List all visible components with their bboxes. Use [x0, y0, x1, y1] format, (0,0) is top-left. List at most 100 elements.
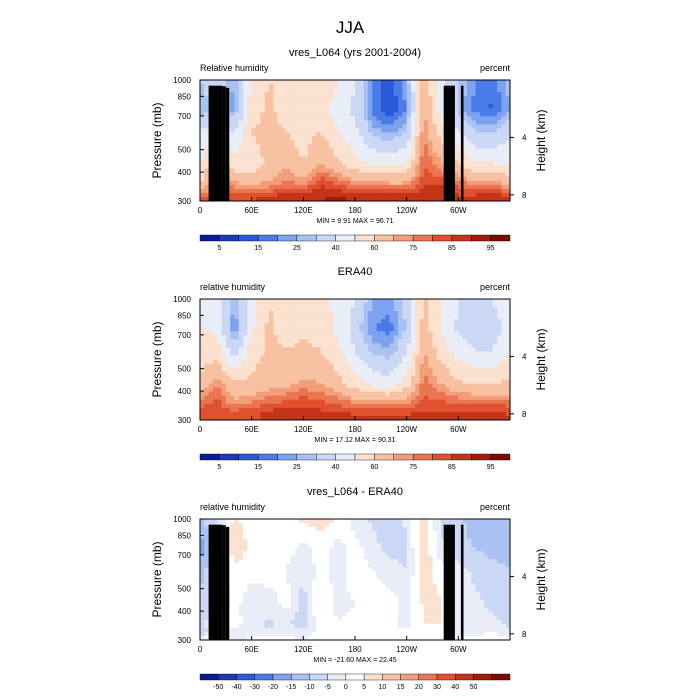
contour-cell — [324, 535, 330, 540]
contour-cell — [290, 383, 296, 389]
contour-cell — [423, 395, 429, 401]
contour-cell — [316, 152, 321, 158]
contour-cell — [445, 391, 451, 397]
contour-cell — [423, 172, 429, 178]
contour-cell — [204, 80, 210, 85]
x-tick-label: 180 — [348, 425, 362, 434]
contour-cell — [410, 323, 416, 328]
contour-cell — [363, 100, 369, 105]
contour-cell — [303, 112, 309, 117]
contour-cell — [255, 535, 261, 540]
contour-cell — [311, 379, 317, 385]
contour-cell — [238, 128, 244, 133]
contour-cell — [355, 367, 360, 372]
contour-cell — [393, 176, 399, 182]
contour-cell — [454, 415, 459, 421]
contour-cell — [200, 363, 205, 368]
contour-cell — [475, 92, 481, 97]
contour-cell — [432, 148, 438, 153]
contour-cell — [359, 168, 365, 174]
contour-cell — [342, 307, 347, 312]
contour-cell — [268, 383, 274, 389]
contour-cell — [419, 168, 425, 174]
contour-cell — [333, 84, 339, 89]
contour-cell — [376, 415, 382, 421]
contour-cell — [475, 108, 481, 113]
contour-cell — [441, 387, 446, 393]
contour-cell — [419, 399, 425, 405]
contour-cell — [355, 347, 360, 352]
contour-cell — [462, 172, 468, 178]
contour-cell — [441, 132, 446, 137]
contour-cell — [367, 172, 373, 178]
contour-cell — [277, 355, 283, 360]
contour-cell — [268, 523, 274, 528]
contour-cell — [505, 375, 511, 381]
panel-right-label: percent — [480, 282, 511, 292]
contour-cell — [281, 156, 287, 162]
contour-cell — [217, 395, 222, 401]
contour-cell — [484, 331, 489, 336]
contour-cell — [398, 395, 403, 401]
contour-cell — [277, 315, 283, 320]
contour-cell — [303, 543, 309, 548]
contour-cell — [505, 355, 511, 360]
contour-cell — [389, 399, 395, 405]
contour-cell — [359, 411, 365, 417]
contour-cell — [505, 140, 511, 145]
contour-cell — [488, 196, 494, 202]
contour-cell — [393, 192, 399, 198]
contour-cell — [385, 367, 390, 372]
contour-cell — [441, 359, 446, 364]
contour-cell — [367, 355, 373, 360]
contour-cell — [294, 192, 300, 198]
contour-cell — [320, 375, 326, 381]
contour-cell — [342, 188, 347, 194]
contour-cell — [462, 359, 468, 364]
contour-cell — [200, 375, 205, 381]
contour-cell — [410, 92, 416, 97]
contour-cell — [505, 523, 511, 528]
contour-cell — [475, 363, 481, 368]
contour-cell — [441, 120, 446, 125]
contour-cell — [505, 543, 511, 548]
contour-cell — [299, 303, 304, 308]
colorbar-box — [393, 234, 414, 242]
contour-cell — [294, 172, 300, 178]
contour-cell — [454, 391, 459, 397]
contour-cell — [376, 180, 382, 186]
contour-cell — [311, 168, 317, 174]
contour-cell — [419, 543, 425, 548]
contour-cell — [484, 112, 489, 117]
contour-cell — [355, 184, 360, 190]
contour-cell — [458, 319, 464, 324]
contour-cell — [230, 172, 235, 178]
contour-cell — [307, 327, 313, 332]
contour-cell — [402, 331, 408, 336]
contour-cell — [320, 519, 326, 524]
contour-cell — [393, 184, 399, 190]
contour-cell — [458, 180, 464, 186]
contour-cell — [406, 188, 412, 194]
contour-cell — [243, 527, 248, 532]
contour-cell — [264, 375, 270, 381]
contour-cell — [337, 323, 343, 328]
contour-cell — [428, 96, 433, 101]
contour-cell — [497, 395, 502, 401]
contour-cell — [423, 543, 429, 548]
contour-cell — [355, 383, 360, 389]
contour-cell — [419, 112, 425, 117]
contour-cell — [307, 359, 313, 364]
contour-cell — [346, 307, 352, 312]
contour-cell — [204, 120, 210, 125]
contour-cell — [277, 343, 283, 348]
contour-cell — [393, 148, 399, 153]
contour-cell — [337, 379, 343, 385]
contour-cell — [406, 315, 412, 320]
contour-cell — [316, 335, 321, 340]
contour-cell — [466, 531, 472, 536]
contour-cell — [316, 327, 321, 332]
contour-cell — [393, 323, 399, 328]
contour-cell — [475, 188, 481, 194]
contour-cell — [436, 383, 442, 389]
